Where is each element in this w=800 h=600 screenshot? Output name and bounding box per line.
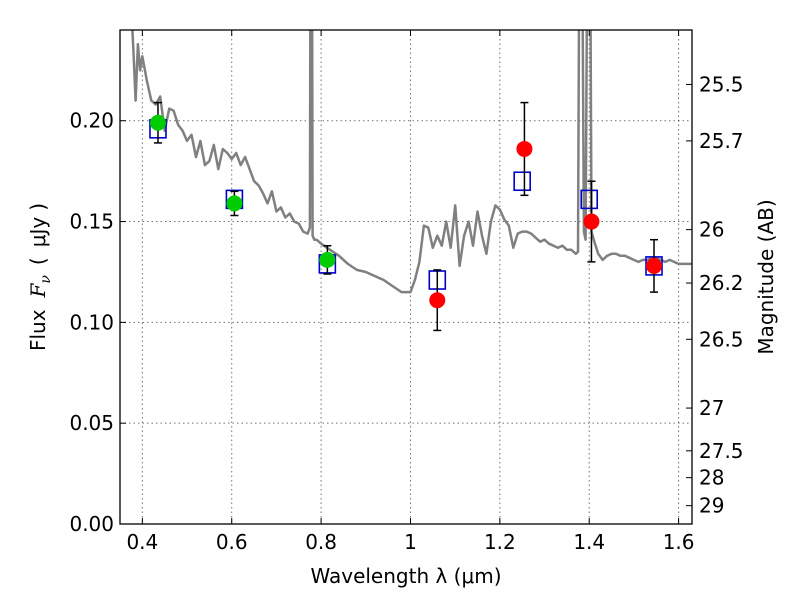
observed-point: [583, 213, 600, 230]
right-tick-label: 27.5: [699, 439, 744, 463]
x-tick-label: 1.4: [573, 530, 605, 554]
x-tick-label: 0.4: [126, 530, 158, 554]
y-tick-label: 0.05: [69, 411, 114, 435]
y-label-symbol: F: [26, 282, 50, 298]
x-tick-label: 0.6: [216, 530, 248, 554]
x-tick-label: 1.2: [484, 530, 516, 554]
right-tick-label: 26.5: [699, 327, 744, 351]
plot-frame: [119, 29, 693, 525]
observed-point: [319, 251, 336, 268]
y-tick-label: 0.20: [69, 109, 114, 133]
y-label-flux: Flux: [26, 309, 50, 351]
model-spectrum-layer: [131, 30, 692, 294]
y-label-subscript: ν: [38, 275, 54, 284]
observed-point: [149, 114, 166, 131]
y-tick-label: 0.10: [69, 310, 114, 334]
right-tick-label: 26.2: [699, 271, 744, 295]
y-label-paren-open: (: [26, 257, 50, 265]
grid: [120, 30, 692, 525]
observed-point: [429, 292, 446, 309]
x-tick-label: 1: [404, 530, 417, 554]
y-axis-label-right: Magnitude (AB): [754, 199, 778, 354]
y-axis-label-left: Flux Fν ( μJy): [26, 203, 54, 351]
right-tick-label: 25.5: [699, 72, 744, 96]
x-axis-label: Wavelength λ (μm): [310, 564, 501, 588]
observed-point: [226, 195, 243, 212]
right-tick-label: 26: [699, 218, 724, 242]
x-tick-label: 1.6: [663, 530, 695, 554]
y-label-paren-close: ): [26, 203, 50, 211]
observed-point: [516, 140, 533, 157]
model-photometry-square: [513, 171, 531, 192]
model-spectrum-line: [131, 30, 692, 294]
model-photometry-square: [580, 189, 599, 210]
x-tick-label: 0.8: [305, 530, 337, 554]
observed-point: [646, 257, 663, 274]
marker-layer: [149, 101, 663, 332]
axis-ticks: 0.4 0.6 0.8 1 1.2 1.4 1.6 0.00 0.05 0.10 0.15 0.20 2…: [69, 30, 744, 554]
y-tick-label: 0.15: [69, 210, 114, 234]
right-tick-label: 28: [699, 466, 724, 490]
right-tick-label: 29: [699, 494, 724, 518]
right-tick-label: 25.7: [699, 129, 744, 153]
right-tick-label: 27: [699, 396, 724, 420]
y-label-unit: μJy: [26, 217, 50, 248]
y-tick-label: 0.00: [69, 512, 114, 536]
